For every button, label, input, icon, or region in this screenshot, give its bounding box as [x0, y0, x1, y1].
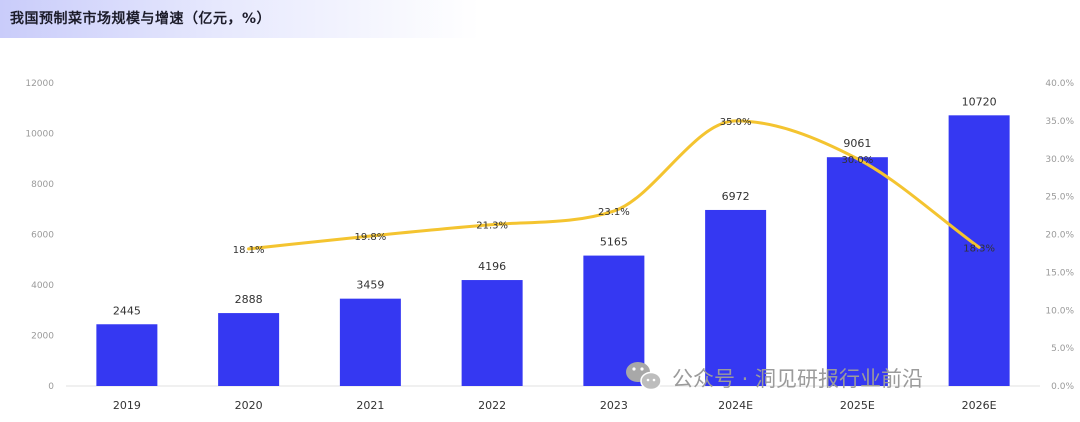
- bar-value-label: 2888: [235, 293, 263, 306]
- x-tick-label: 2025E: [840, 399, 875, 412]
- growth-rate-label: 23.1%: [598, 207, 630, 218]
- y-left-tick-label: 12000: [25, 79, 54, 89]
- growth-rate-label: 35.0%: [720, 117, 752, 128]
- bar-2019: [96, 324, 158, 386]
- chart-title: 我国预制菜市场规模与增速（亿元，%）: [10, 11, 272, 27]
- bar-value-label: 2445: [113, 304, 141, 317]
- y-right-tick-label: 35.0%: [1045, 117, 1074, 127]
- watermark-text: 公众号 · 洞见研报行业前沿: [672, 367, 923, 391]
- x-tick-label: 2019: [113, 399, 141, 412]
- title-band: [0, 0, 480, 38]
- y-left-tick-label: 10000: [25, 130, 54, 140]
- x-tick-label: 2021: [356, 399, 384, 412]
- growth-rate-label: 18.1%: [233, 245, 265, 256]
- bar-value-label: 3459: [356, 279, 384, 292]
- bar-value-label: 5165: [600, 236, 628, 249]
- bar-value-label: 9061: [843, 137, 871, 150]
- growth-rate-label: 21.3%: [476, 221, 508, 232]
- y-right-tick-label: 15.0%: [1045, 268, 1074, 278]
- bar-2025E: [826, 157, 888, 386]
- y-right-tick-label: 0.0%: [1051, 382, 1074, 392]
- y-right-tick-label: 40.0%: [1045, 79, 1074, 89]
- y-right-tick-label: 30.0%: [1045, 155, 1074, 165]
- y-right-tick-label: 25.0%: [1045, 193, 1074, 203]
- y-right-tick-label: 5.0%: [1051, 344, 1074, 354]
- wechat-icon: [626, 362, 662, 391]
- growth-rate-label: 19.8%: [354, 232, 386, 243]
- bar-2024E: [705, 209, 767, 386]
- bar-2020: [218, 313, 280, 386]
- bar-2026E: [948, 115, 1010, 386]
- x-tick-label: 2023: [600, 399, 628, 412]
- growth-rate-label: 18.3%: [963, 243, 995, 254]
- bar-value-label: 10720: [962, 95, 997, 108]
- y-left-tick-label: 6000: [31, 231, 54, 241]
- y-left-tick-label: 4000: [31, 281, 54, 291]
- y-left-tick-label: 0: [48, 382, 54, 392]
- growth-rate-label: 30.0%: [841, 155, 873, 166]
- y-left-tick-label: 8000: [31, 180, 54, 190]
- bar-value-label: 4196: [478, 260, 506, 273]
- y-right-tick-label: 10.0%: [1045, 306, 1074, 316]
- x-tick-label: 2020: [235, 399, 263, 412]
- watermark: 公众号 · 洞见研报行业前沿: [626, 362, 923, 391]
- x-tick-label: 2022: [478, 399, 506, 412]
- bar-2021: [339, 298, 401, 386]
- x-tick-label: 2024E: [718, 399, 753, 412]
- y-left-tick-label: 2000: [31, 332, 54, 342]
- x-tick-label: 2026E: [962, 399, 997, 412]
- bar-value-label: 6972: [722, 190, 750, 203]
- y-right-tick-label: 20.0%: [1045, 231, 1074, 241]
- bar-2022: [461, 280, 523, 386]
- growth-rate-line: [247, 119, 981, 251]
